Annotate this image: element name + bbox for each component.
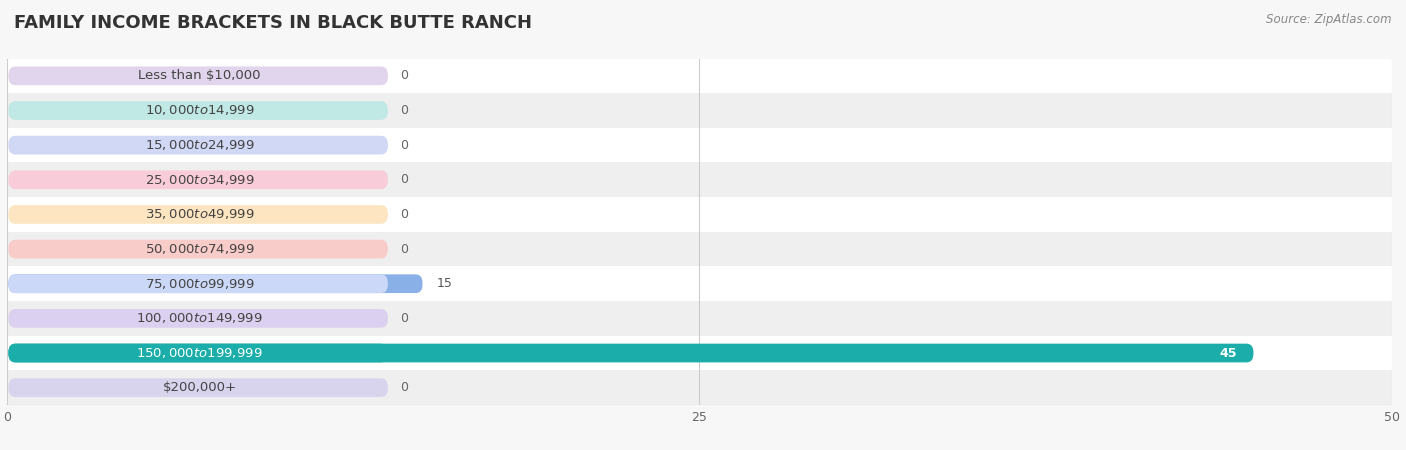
Text: $75,000 to $99,999: $75,000 to $99,999 [145, 277, 254, 291]
FancyBboxPatch shape [8, 205, 388, 224]
FancyBboxPatch shape [8, 274, 423, 293]
Text: 0: 0 [401, 173, 408, 186]
Text: 45: 45 [1219, 346, 1237, 360]
Text: $10,000 to $14,999: $10,000 to $14,999 [145, 104, 254, 117]
Bar [7, 370, 1392, 405]
Bar [7, 93, 1392, 128]
Text: 0: 0 [401, 104, 408, 117]
FancyBboxPatch shape [8, 171, 388, 189]
FancyBboxPatch shape [8, 240, 388, 258]
Bar [7, 197, 1392, 232]
FancyBboxPatch shape [8, 101, 388, 120]
FancyBboxPatch shape [8, 309, 388, 328]
Text: 0: 0 [401, 208, 408, 221]
FancyBboxPatch shape [8, 136, 388, 154]
Bar [7, 266, 1392, 301]
Bar [7, 58, 1392, 93]
Text: $100,000 to $149,999: $100,000 to $149,999 [136, 311, 263, 325]
Text: $50,000 to $74,999: $50,000 to $74,999 [145, 242, 254, 256]
Text: Source: ZipAtlas.com: Source: ZipAtlas.com [1267, 14, 1392, 27]
Text: 15: 15 [436, 277, 453, 290]
Text: 0: 0 [401, 381, 408, 394]
FancyBboxPatch shape [8, 67, 388, 85]
Bar [7, 336, 1392, 370]
Text: $200,000+: $200,000+ [163, 381, 236, 394]
Text: 0: 0 [401, 243, 408, 256]
Text: $35,000 to $49,999: $35,000 to $49,999 [145, 207, 254, 221]
Text: $150,000 to $199,999: $150,000 to $199,999 [136, 346, 263, 360]
FancyBboxPatch shape [8, 344, 388, 362]
Bar [7, 162, 1392, 197]
Text: FAMILY INCOME BRACKETS IN BLACK BUTTE RANCH: FAMILY INCOME BRACKETS IN BLACK BUTTE RA… [14, 14, 531, 32]
Text: $15,000 to $24,999: $15,000 to $24,999 [145, 138, 254, 152]
Text: 0: 0 [401, 69, 408, 82]
Bar [7, 128, 1392, 162]
Text: $25,000 to $34,999: $25,000 to $34,999 [145, 173, 254, 187]
Text: Less than $10,000: Less than $10,000 [138, 69, 260, 82]
Text: 0: 0 [401, 312, 408, 325]
FancyBboxPatch shape [8, 274, 388, 293]
Text: 0: 0 [401, 139, 408, 152]
FancyBboxPatch shape [8, 344, 1254, 362]
FancyBboxPatch shape [8, 378, 388, 397]
Bar [7, 301, 1392, 336]
Bar [7, 232, 1392, 266]
